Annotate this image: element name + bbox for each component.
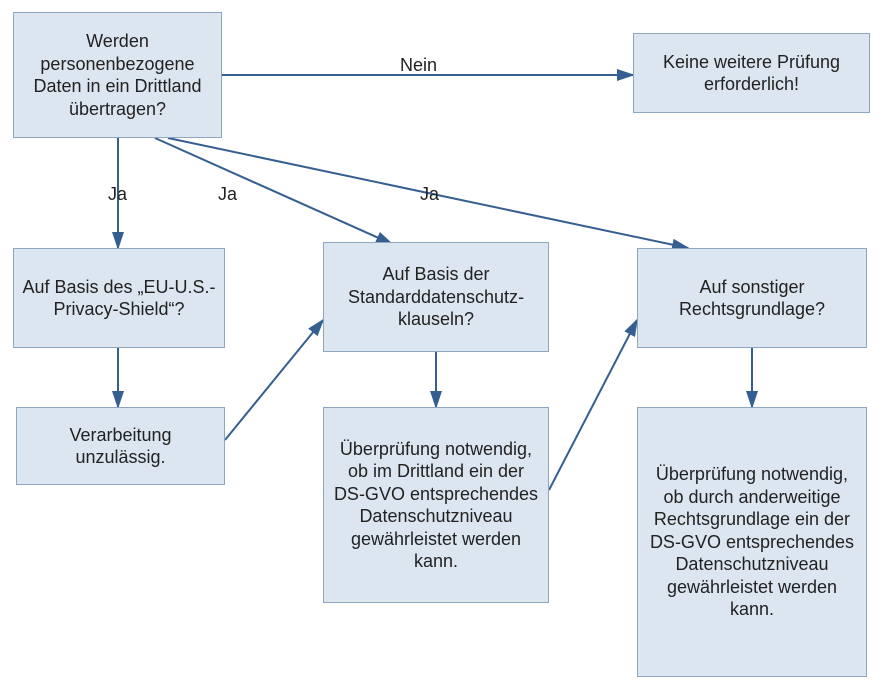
flowchart-node-text: Überprüfung notwendig, ob durch anderwei… — [644, 463, 860, 621]
flowchart-node-text: Werden personenbezogene Daten in ein Dri… — [20, 30, 215, 120]
flowchart-edge-label: Ja — [218, 184, 237, 205]
flowchart-edge-r2-q3 — [549, 320, 637, 490]
flowchart-node-r1: Verarbeitung unzulässig. — [16, 407, 225, 485]
flowchart-edge-label: Ja — [108, 184, 127, 205]
flowchart-node-text: Auf Basis der Standarddatenschutz­klause… — [330, 263, 542, 331]
flowchart-node-text: Auf Basis des „EU-U.S.-Privacy-Shield“? — [20, 276, 218, 321]
flowchart-edge-label: Nein — [400, 55, 437, 76]
flowchart-node-q2: Auf Basis der Standarddatenschutz­klause… — [323, 242, 549, 352]
flowchart-node-text: Überprüfung notwendig, ob im Drittland e… — [330, 438, 542, 573]
flowchart-node-r3: Überprüfung notwendig, ob durch anderwei… — [637, 407, 867, 677]
flowchart-canvas: { "diagram": { "type": "flowchart", "can… — [0, 0, 884, 689]
flowchart-edge-q0-q2 — [155, 138, 392, 244]
flowchart-node-text: Verarbeitung unzulässig. — [23, 424, 218, 469]
flowchart-node-r2: Überprüfung notwendig, ob im Drittland e… — [323, 407, 549, 603]
flowchart-node-q3: Auf sonstiger Rechtsgrundlage? — [637, 248, 867, 348]
flowchart-node-q0: Werden personenbezogene Daten in ein Dri… — [13, 12, 222, 138]
flowchart-node-q1: Auf Basis des „EU-U.S.-Privacy-Shield“? — [13, 248, 225, 348]
flowchart-edge-r1-q2 — [225, 320, 323, 440]
flowchart-node-r0: Keine weitere Prüfung erforderlich! — [633, 33, 870, 113]
flowchart-node-text: Keine weitere Prüfung erforderlich! — [640, 51, 863, 96]
flowchart-edge-label: Ja — [420, 184, 439, 205]
flowchart-node-text: Auf sonstiger Rechtsgrundlage? — [644, 276, 860, 321]
